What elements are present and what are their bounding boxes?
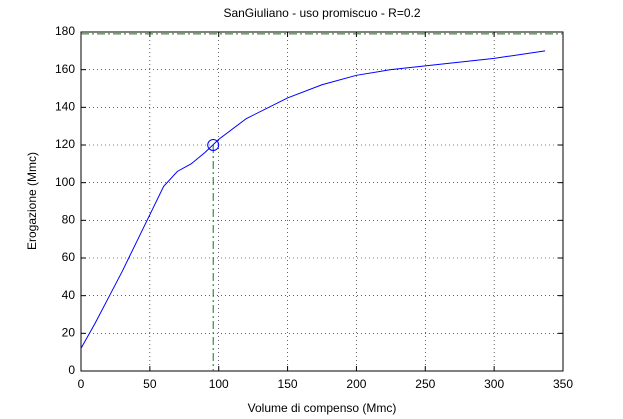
y-tick-label: 0: [68, 363, 75, 377]
y-tick-label: 60: [62, 250, 76, 264]
x-tick-label: 150: [278, 377, 298, 391]
plot-area: [81, 32, 563, 371]
y-tick-label: 140: [55, 100, 75, 114]
chart-title: SanGiuliano - uso promiscuo - R=0.2: [223, 6, 420, 20]
axes-box: [80, 31, 564, 372]
y-axis-label: Erogazione (Mmc): [25, 152, 39, 250]
y-tick-label: 180: [55, 24, 75, 38]
y-tick-label: 120: [55, 137, 75, 151]
marker: [207, 139, 220, 151]
y-tick-label: 80: [62, 213, 76, 227]
data-line: [80, 50, 546, 349]
x-axis-label: Volume di compenso (Mmc): [248, 401, 397, 415]
x-tick-label: 250: [415, 377, 435, 391]
y-tick-label: 40: [62, 288, 76, 302]
x-tick-label: 300: [484, 377, 504, 391]
y-tick-label: 160: [55, 62, 75, 76]
y-tick-label: 20: [62, 326, 76, 340]
x-tick-label: 200: [346, 377, 366, 391]
x-tick-label: 350: [553, 377, 573, 391]
x-tick-label: 50: [143, 377, 157, 391]
x-tick-label: 0: [78, 377, 85, 391]
x-tick-label: 100: [209, 377, 229, 391]
y-tick-label: 100: [55, 175, 75, 189]
